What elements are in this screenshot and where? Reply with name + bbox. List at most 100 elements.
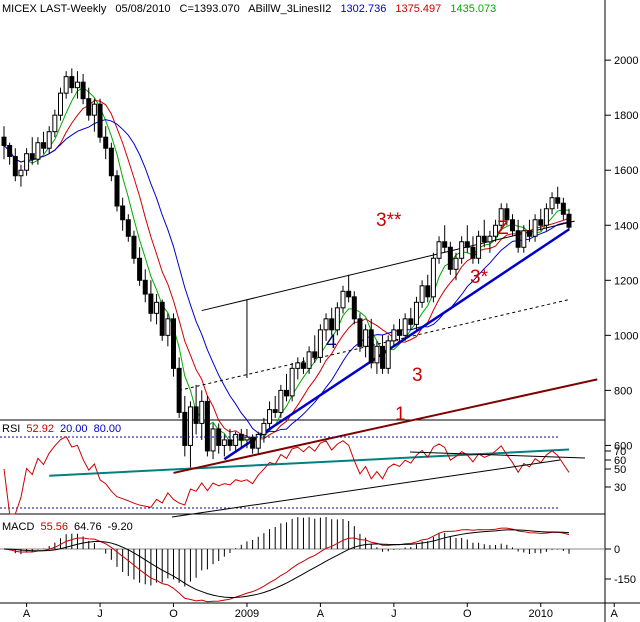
x-tick-label: 2009: [235, 608, 259, 620]
candle: [24, 148, 30, 176]
candle: [498, 203, 504, 231]
candle: [317, 324, 323, 363]
candle: [560, 197, 566, 220]
candle-body: [442, 241, 448, 248]
candle-body: [538, 219, 544, 226]
svg-text:RSI 52.92 20.00: RSI 52.92 20.00 80.00: [2, 423, 121, 435]
candle-body: [35, 142, 41, 160]
candle-body: [199, 400, 205, 424]
candle: [46, 126, 52, 154]
x-tick-label: O: [169, 608, 178, 620]
candle-body: [114, 175, 120, 207]
candle-body: [408, 318, 414, 325]
candle: [238, 428, 244, 449]
candle-body: [244, 436, 250, 441]
close-label: C=1393.070: [180, 3, 240, 15]
price-tick-label: 600: [614, 440, 632, 452]
candle: [476, 230, 482, 264]
candle-body: [397, 329, 402, 336]
candle: [470, 236, 476, 264]
line-value-blue: 1302.736: [340, 3, 386, 15]
candle: [351, 291, 357, 325]
candle-body: [46, 131, 52, 149]
candle: [244, 428, 250, 449]
rsi-level-high: 80.00: [94, 423, 122, 435]
candle-body: [306, 351, 312, 369]
x-tick-label: A: [611, 608, 619, 620]
candle: [7, 142, 13, 165]
candle-body: [210, 428, 216, 452]
candle-body: [334, 307, 340, 331]
candle: [41, 131, 47, 154]
candle: [526, 219, 532, 242]
rsi-tick-label: 50: [614, 464, 626, 476]
candle: [120, 197, 126, 231]
candle: [108, 142, 114, 182]
candle-body: [278, 389, 284, 413]
candle: [295, 357, 301, 380]
candle-body: [227, 439, 233, 446]
candle-body: [74, 81, 80, 89]
candle: [210, 423, 216, 460]
candle-body: [29, 153, 35, 160]
rsi-tick-label: 30: [614, 482, 626, 494]
candle-body: [182, 411, 188, 446]
candle-body: [351, 296, 357, 320]
candle: [566, 208, 572, 231]
candle: [154, 294, 160, 325]
candle: [453, 252, 459, 281]
candle: [391, 324, 397, 347]
candle-body: [476, 235, 482, 259]
candle-body: [221, 439, 227, 446]
annotation-label: 4: [326, 332, 337, 353]
candle: [142, 269, 148, 303]
rsi-label: RSI: [2, 423, 20, 435]
candle-body: [295, 362, 301, 369]
candle: [447, 241, 453, 275]
candle: [459, 236, 465, 264]
svg-text:MACD 55.56 64.76: MACD 55.56 64.76 -9.20: [2, 521, 133, 533]
candle-body: [41, 142, 47, 149]
candle: [35, 137, 41, 165]
candle: [555, 186, 561, 209]
line-value-green: 1435.073: [450, 3, 496, 15]
candle-body: [436, 241, 442, 259]
candle: [1, 126, 7, 160]
rsi-level-low: 20.00: [60, 423, 88, 435]
macd-histogram: -9.20: [108, 521, 133, 533]
candle: [436, 236, 442, 264]
candle: [493, 219, 499, 242]
symbol-label: MICEX LAST-Weekly: [2, 3, 107, 15]
x-tick-label: A: [23, 608, 31, 620]
wave-annotations: 13 4 Z 3* 3**: [326, 210, 509, 425]
candle-body: [103, 136, 109, 149]
candle-body: [142, 279, 148, 295]
candle: [103, 126, 109, 160]
candle-body: [312, 351, 318, 358]
candle: [176, 357, 182, 418]
candle: [312, 335, 318, 363]
macd-line: [3, 527, 570, 603]
candle: [69, 68, 75, 94]
candle-body: [555, 197, 561, 204]
candle-body: [284, 389, 289, 397]
candle: [91, 98, 97, 132]
candle-body: [255, 433, 261, 449]
candle-body: [58, 92, 63, 116]
trendline-3-star: [179, 299, 570, 391]
candle: [131, 230, 137, 264]
candle-body: [300, 362, 306, 369]
candle: [58, 87, 63, 121]
rsi-value: 52.92: [26, 423, 54, 435]
candle: [272, 395, 278, 418]
candle-body: [18, 169, 24, 177]
candle: [289, 362, 295, 402]
candle: [86, 87, 92, 121]
price-tick-label: 1800: [614, 110, 638, 122]
candle: [221, 434, 227, 457]
candle-body: [250, 436, 256, 449]
candle-body: [317, 329, 323, 358]
candle-body: [526, 230, 532, 237]
candle-body: [374, 345, 380, 364]
candle: [464, 225, 470, 253]
